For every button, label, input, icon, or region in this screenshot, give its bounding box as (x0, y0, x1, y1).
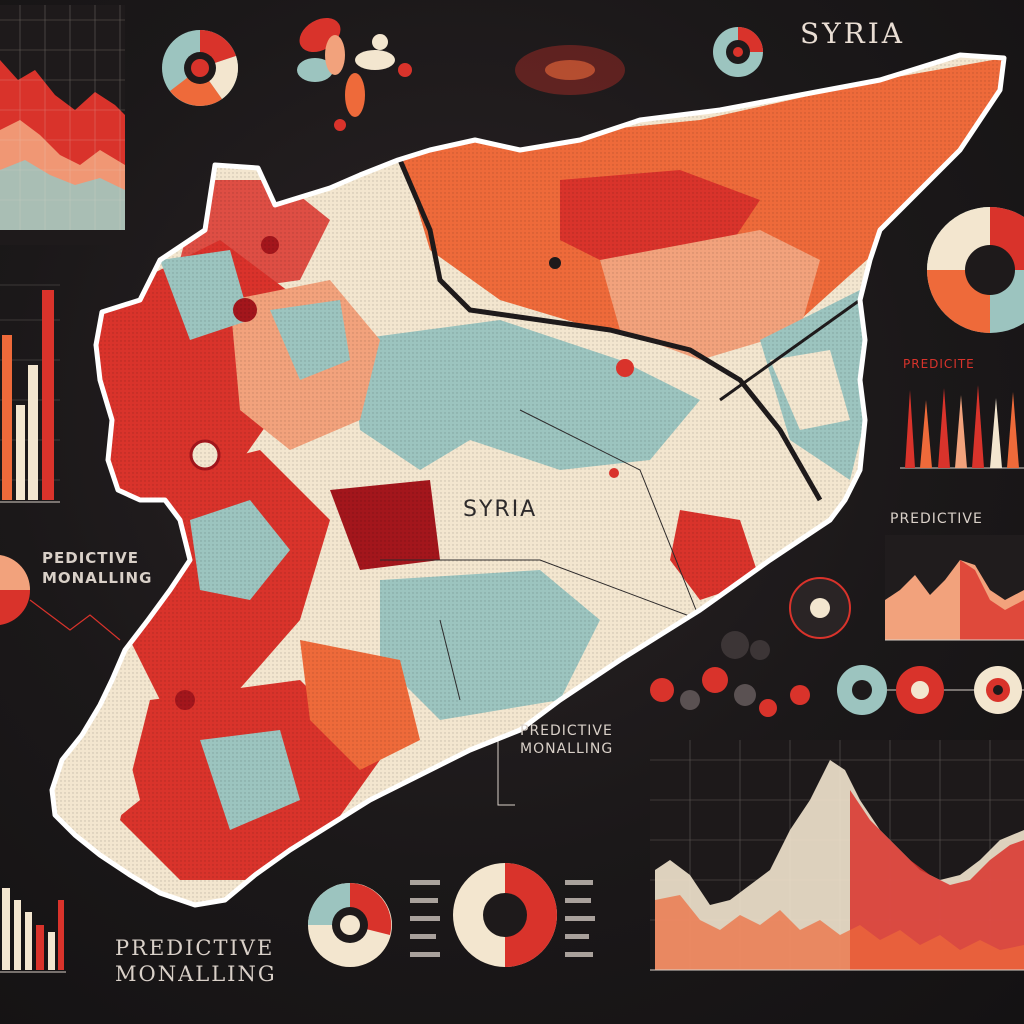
left-bar-chart (0, 284, 60, 503)
predictive-bottom-line-1: PREDICTIVE (115, 936, 275, 960)
legend-marks (410, 880, 595, 957)
left-pie-chart (0, 555, 121, 641)
predictive-bottom-label: PREDICTIVE MONALLING (115, 935, 277, 987)
predictive-center-line-1: PREDICTIVE (520, 723, 613, 739)
pie-chart-icon (162, 30, 238, 106)
predictive-right-mid-label: PREDICTIVE (890, 511, 983, 527)
predictive-center-line-2: MONALLING (520, 741, 614, 757)
right-area-chart (885, 535, 1024, 641)
right-spike-chart (900, 385, 1024, 469)
predictive-right-top-label: PREDICITE (903, 357, 975, 371)
map-outline (49, 52, 1007, 908)
predictive-left-line-1: PEDICTIVE (42, 549, 139, 567)
bottom-donut-large (453, 863, 557, 967)
dot-cluster (650, 631, 810, 717)
bottom-left-bar-chart (0, 888, 66, 973)
right-donut-chart (927, 207, 1024, 333)
leader-line (497, 735, 515, 806)
large-histogram (650, 740, 1024, 971)
predictive-left-label: PEDICTIVE MONALLING (42, 548, 152, 588)
flower-chart-icon (297, 17, 412, 131)
map-label: SYRIA (463, 497, 538, 522)
top-left-area-chart (0, 5, 125, 245)
donut-chart-icon (713, 27, 763, 77)
title-label: SYRIA (800, 17, 906, 50)
predictive-bottom-line-2: MONALLING (115, 962, 277, 986)
bottom-donut-small (308, 883, 392, 967)
glow-spot (515, 45, 625, 95)
predictive-center-label: PREDICTIVE MONALLING (520, 722, 613, 758)
predictive-left-line-2: MONALLING (42, 569, 153, 587)
dial-icons (789, 577, 1024, 715)
